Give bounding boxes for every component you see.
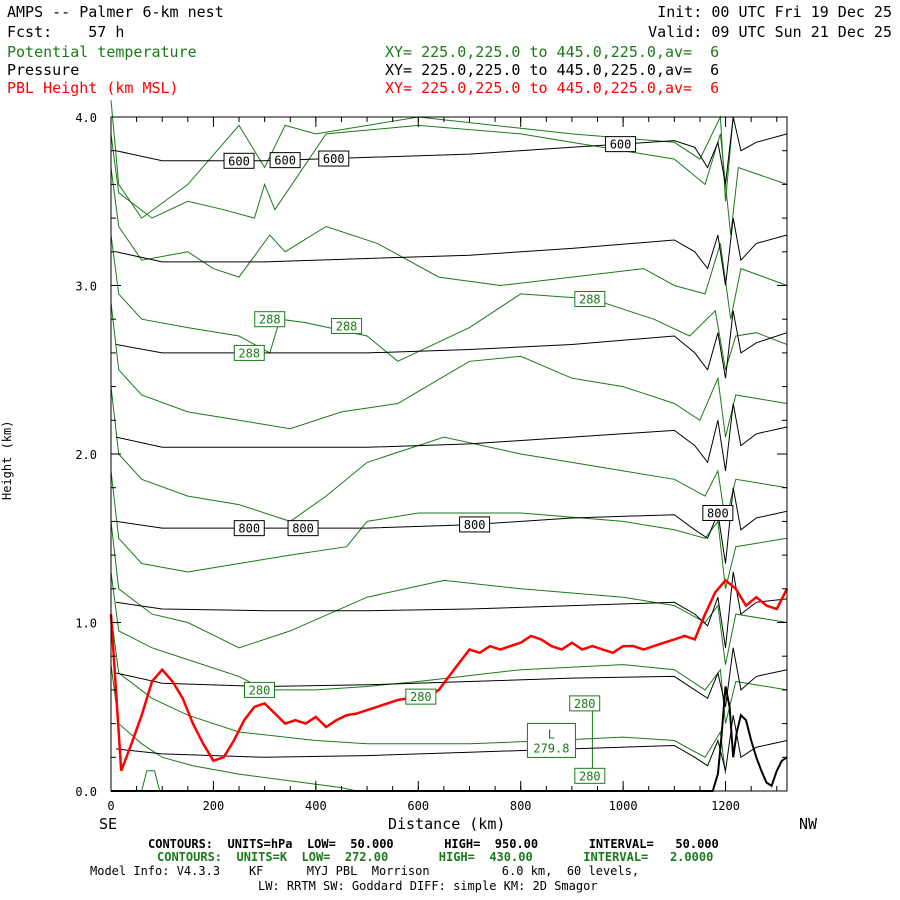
x-end-se: SE <box>99 815 118 833</box>
x-tick-label-3: 600 <box>407 799 429 813</box>
theta-label-6: 280 <box>574 697 596 711</box>
theta-label-7: 280 <box>579 769 601 783</box>
pressure-label-600-0-box <box>223 152 255 169</box>
pressure-label-600-2: 600 <box>274 154 296 168</box>
pressure-contour-650 <box>115 218 788 286</box>
pressure-label-800-1-box <box>287 520 319 537</box>
x-tick-label-4: 800 <box>510 799 532 813</box>
theta-label-1: 288 <box>259 313 281 327</box>
x-tick-label-5: 1000 <box>609 799 638 813</box>
pressure-label-800-1: 800 <box>292 522 314 536</box>
pressure-label-600-0: 600 <box>228 154 250 168</box>
pressure-contour-850 <box>116 571 788 648</box>
theta-contour-4 <box>110 302 788 438</box>
x-end-nw: NW <box>799 815 818 833</box>
pressure-label-800-0: 800 <box>238 522 260 536</box>
footer-model-info: Model Info: V4.3.3 KF MYJ PBL Morrison 6… <box>90 864 640 878</box>
terrain-line <box>111 686 788 792</box>
theta-label-1-box <box>254 311 286 328</box>
header-valid: Valid: 09 UTC Sun 21 Dec 25 <box>648 23 892 41</box>
y-tick-label-4: 4.0 <box>75 111 97 125</box>
x-axis-label: Distance (km) <box>388 815 506 833</box>
theta-contour-3 <box>110 234 788 370</box>
x-tick-label-2: 400 <box>305 799 327 813</box>
pressure-label-800-0-box <box>233 520 265 537</box>
y-tick-label-2: 2.0 <box>75 448 97 462</box>
theta-contour-6 <box>110 470 788 589</box>
pressure-label-600-3-box <box>605 136 637 153</box>
pressure-contour-600 <box>115 116 788 185</box>
theta-label-3-box <box>574 290 606 307</box>
header-init: Init: 00 UTC Fri 19 Dec 25 <box>657 3 892 21</box>
theta-contour-10 <box>110 664 357 792</box>
theta-contour-11 <box>141 770 161 792</box>
x-tick-label-0: 0 <box>107 799 114 813</box>
theta-label-4: 280 <box>249 683 271 697</box>
theta-label-0-box <box>233 344 265 361</box>
xy-theta: XY= 225.0,225.0 to 445.0,225.0,av= 6 <box>385 43 720 61</box>
theta-contour-9 <box>110 614 726 775</box>
plot-frame <box>110 116 788 792</box>
theta-label-5-box <box>405 688 437 705</box>
xy-pbl: XY= 225.0,225.0 to 445.0,225.0,av= 6 <box>385 79 720 97</box>
pressure-contour-900 <box>115 647 788 707</box>
theta-label-3: 288 <box>579 292 601 306</box>
y-axis-label: Height (km) <box>0 420 14 500</box>
pressure-label-800-3: 800 <box>707 506 729 520</box>
theta-label-6-box <box>569 695 601 712</box>
pressure-contour-750 <box>115 403 788 471</box>
pressure-label-800-3-box <box>702 504 734 521</box>
pressure-contour-800 <box>116 487 788 564</box>
field-pressure: Pressure <box>7 61 80 79</box>
theta-low-label: L <box>548 727 555 741</box>
pressure-label-600-1-box <box>318 150 350 167</box>
theta-low-box <box>526 722 576 758</box>
pressure-label-800-2: 800 <box>464 518 486 532</box>
y-tick-label-1: 1.0 <box>75 617 97 631</box>
theta-contour-7 <box>110 521 788 665</box>
pressure-label-600-1: 600 <box>323 152 345 166</box>
field-theta: Potential temperature <box>7 43 197 61</box>
field-pbl: PBL Height (km MSL) <box>7 79 179 97</box>
x-tick-label-6: 1200 <box>711 799 740 813</box>
pressure-label-600-3: 600 <box>610 138 632 152</box>
header-fcst: Fcst: 57 h <box>7 23 125 41</box>
pressure-contour-700 <box>116 310 788 379</box>
footer-physics: LW: RRTM SW: Goddard DIFF: simple KM: 2D… <box>258 879 598 893</box>
theta-label-7-box <box>574 767 606 784</box>
pressure-contour-950 <box>116 715 788 771</box>
theta-contour-1 <box>110 124 788 236</box>
theta-label-0: 288 <box>238 346 260 360</box>
footer-pressure-contours: CONTOURS: UNITS=hPa LOW= 50.000 HIGH= 95… <box>148 837 719 851</box>
theta-label-5: 280 <box>410 690 432 704</box>
header-title: AMPS -- Palmer 6-km nest <box>7 3 224 21</box>
theta-contour-5 <box>110 386 788 522</box>
pbl-height-line <box>109 578 789 772</box>
x-tick-label-1: 200 <box>203 799 225 813</box>
theta-contour-8 <box>110 571 788 724</box>
theta-label-4-box <box>244 681 276 698</box>
xy-pressure: XY= 225.0,225.0 to 445.0,225.0,av= 6 <box>385 61 720 79</box>
y-tick-label-3: 3.0 <box>75 280 97 294</box>
footer-theta-contours: CONTOURS: UNITS=K LOW= 272.00 HIGH= 430.… <box>157 850 714 864</box>
theta-contour-2 <box>110 167 788 320</box>
theta-low-value: 279.8 <box>533 741 569 755</box>
y-tick-label-0: 0.0 <box>75 785 97 799</box>
theta-contour-0 <box>110 100 734 219</box>
theta-label-2: 288 <box>336 319 358 333</box>
theta-label-2-box <box>331 317 363 334</box>
pressure-label-800-2-box <box>459 516 491 533</box>
pressure-label-600-2-box <box>269 152 301 169</box>
